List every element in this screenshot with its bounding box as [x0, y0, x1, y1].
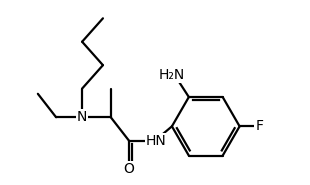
Text: F: F	[255, 119, 263, 133]
Text: H₂N: H₂N	[159, 68, 185, 82]
Text: HN: HN	[146, 134, 167, 148]
Text: N: N	[77, 110, 87, 124]
Text: O: O	[123, 162, 135, 176]
